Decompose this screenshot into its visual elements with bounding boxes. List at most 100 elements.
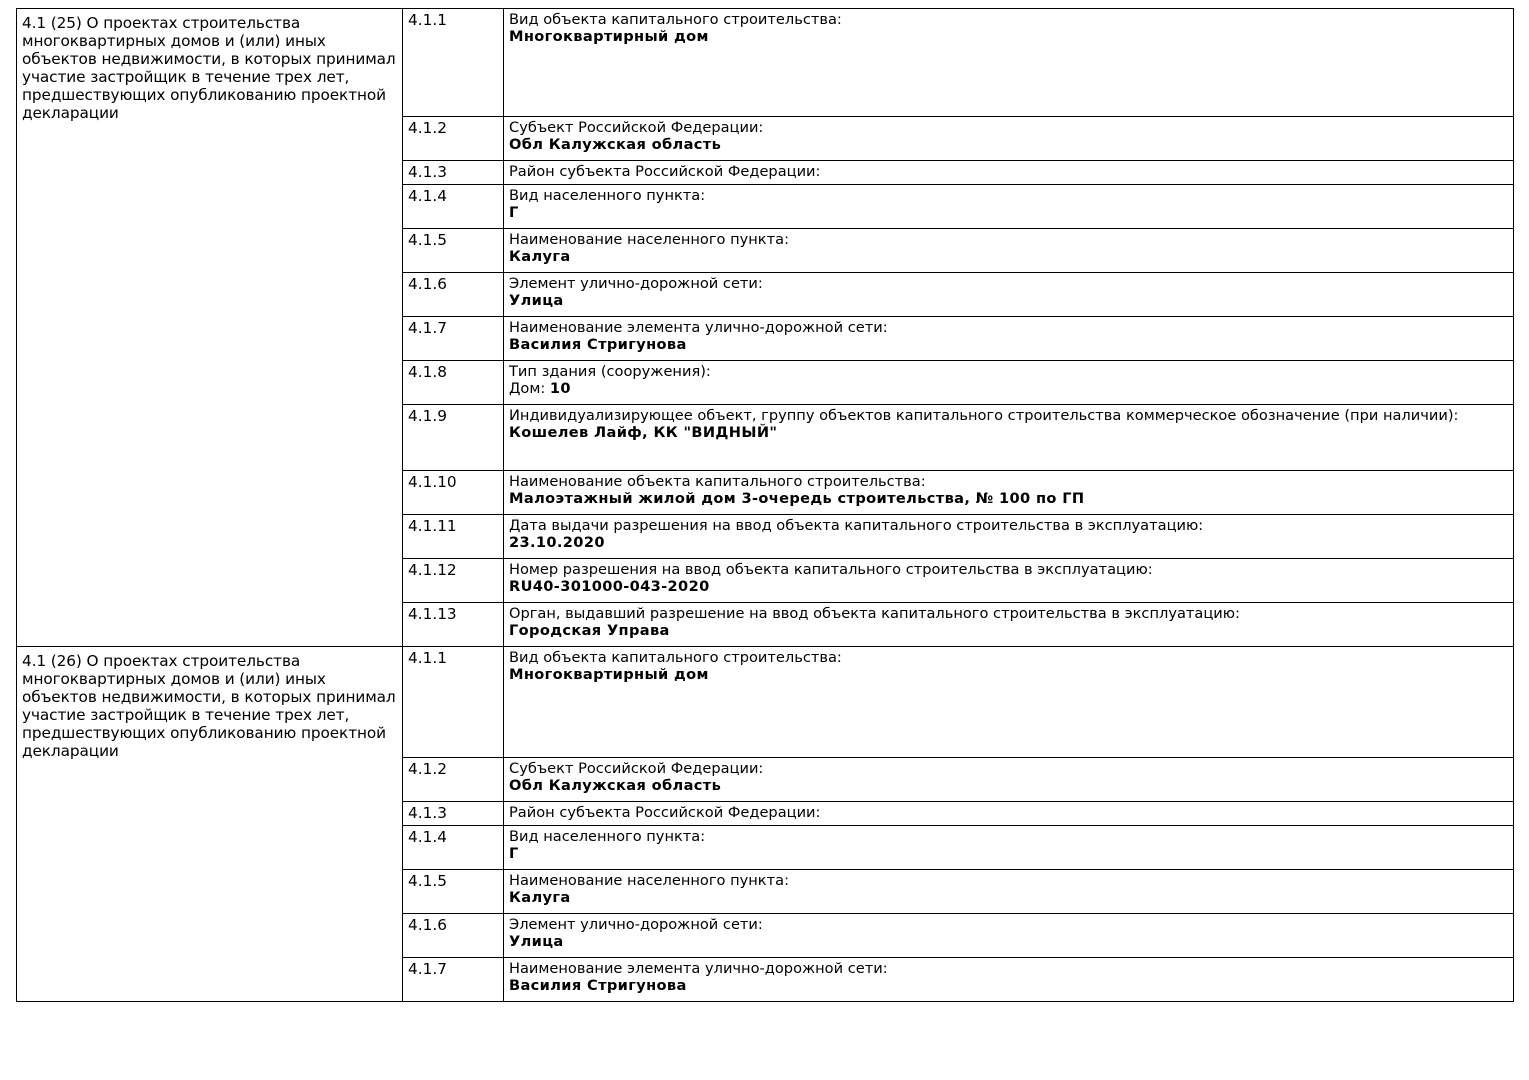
row-body: Субъект Российской Федерации: Обл Калужс…: [503, 757, 1514, 803]
row-code: 4.1.13: [402, 602, 504, 648]
row-code: 4.1.12: [402, 558, 504, 604]
row-value: Кошелев Лайф, КК "ВИДНЫЙ": [509, 424, 778, 442]
row-body: Район субъекта Российской Федерации:: [503, 801, 1514, 827]
row-label: Наименование населенного пункта:: [509, 231, 789, 249]
row-value: 23.10.2020: [509, 534, 605, 552]
row-code: 4.1.4: [402, 184, 504, 230]
row-body: Наименование объекта капитального строит…: [503, 470, 1514, 516]
table-row: 4.1.3 Район субъекта Российской Федераци…: [17, 801, 1514, 827]
row-label: Индивидуализирующее объект, группу объек…: [509, 407, 1459, 425]
row-code: 4.1.1: [402, 8, 504, 117]
row-code: 4.1.5: [402, 869, 504, 915]
row-code: 4.1.7: [402, 957, 504, 1003]
row-body: Вид населенного пункта: Г: [503, 825, 1514, 871]
table-row: 4.1.2 Субъект Российской Федерации: Обл …: [17, 116, 1514, 161]
table-row: 4.1.7 Наименование элемента улично-дорож…: [17, 316, 1514, 362]
row-value: Василия Стригунова: [509, 336, 687, 354]
row-body: Индивидуализирующее объект, группу объек…: [503, 404, 1514, 472]
row-label: Район субъекта Российской Федерации:: [509, 163, 821, 180]
table-row: 4.1.9 Индивидуализирующее объект, группу…: [17, 404, 1514, 472]
row-value: Обл Калужская область: [509, 136, 722, 154]
row-value: Многоквартирный дом: [509, 28, 709, 46]
row-body: Орган, выдавший разрешение на ввод объек…: [503, 602, 1514, 648]
row-label: Номер разрешения на ввод объекта капитал…: [509, 561, 1153, 579]
row-label: Субъект Российской Федерации:: [509, 119, 764, 136]
section-heading-text: 4.1 (25) О проектах строительства многок…: [22, 14, 396, 123]
row-label: Вид объекта капитального строительства:: [509, 649, 842, 667]
row-label: Вид объекта капитального строительства:: [509, 11, 842, 28]
row-label: Субъект Российской Федерации:: [509, 760, 764, 778]
table-row: 4.1.13 Орган, выдавший разрешение на вво…: [17, 602, 1514, 648]
table-row: 4.1.11 Дата выдачи разрешения на ввод об…: [17, 514, 1514, 560]
section-heading-cell: 4.1 (25) О проектах строительства многок…: [16, 7, 403, 648]
row-code: 4.1.2: [402, 757, 504, 803]
row-body: Тип здания (сооружения): Дом: 10: [503, 360, 1514, 406]
row-code: 4.1.9: [402, 404, 504, 472]
row-value: Городская Управа: [509, 622, 670, 640]
table-row: 4.1 (26) О проектах строительства многок…: [16, 646, 1514, 1003]
row-code: 4.1.4: [402, 825, 504, 871]
row-body: Наименование элемента улично-дорожной се…: [503, 957, 1514, 1003]
row-body: Район субъекта Российской Федерации:: [503, 159, 1514, 186]
row-label: Наименование элемента улично-дорожной се…: [509, 319, 888, 337]
row-label: Наименование населенного пункта:: [509, 872, 789, 890]
row-label: Элемент улично-дорожной сети:: [509, 916, 763, 934]
row-code: 4.1.2: [402, 116, 504, 161]
row-code: 4.1.6: [402, 913, 504, 959]
row-label: Вид населенного пункта:: [509, 828, 706, 846]
row-label: Тип здания (сооружения):: [509, 363, 711, 381]
table-row: 4.1.7 Наименование элемента улично-дорож…: [17, 957, 1514, 1003]
row-label: Дата выдачи разрешения на ввод объекта к…: [509, 517, 1204, 535]
table-row: 4.1.2 Субъект Российской Федерации: Обл …: [17, 757, 1514, 803]
row-label: Наименование элемента улично-дорожной се…: [509, 960, 888, 978]
row-value: Многоквартирный дом: [509, 666, 709, 684]
row-label: Орган, выдавший разрешение на ввод объек…: [509, 605, 1240, 623]
row-value-bold: 10: [549, 380, 571, 398]
row-code: 4.1.3: [402, 159, 504, 186]
table-row: 4.1.6 Элемент улично-дорожной сети: Улиц…: [17, 913, 1514, 959]
table-row: 4.1.5 Наименование населенного пункта: К…: [17, 869, 1514, 915]
table-row: 4.1.6 Элемент улично-дорожной сети: Улиц…: [17, 272, 1514, 318]
row-value: RU40-301000-043-2020: [509, 578, 710, 596]
row-label: Элемент улично-дорожной сети:: [509, 275, 763, 293]
row-label: Наименование объекта капитального строит…: [509, 473, 926, 491]
declaration-table: 4.1 (25) О проектах строительства многок…: [16, 7, 1514, 1003]
row-code: 4.1.5: [402, 228, 504, 274]
row-value: Обл Калужская область: [509, 777, 722, 795]
row-value-prefix: Дом:: [509, 380, 550, 398]
row-label: Вид населенного пункта:: [509, 187, 706, 205]
row-body: Наименование населенного пункта: Калуга: [503, 228, 1514, 274]
row-value: Улица: [509, 933, 564, 951]
row-body: Номер разрешения на ввод объекта капитал…: [503, 558, 1514, 604]
row-body: Элемент улично-дорожной сети: Улица: [503, 272, 1514, 318]
row-value: Калуга: [509, 248, 571, 266]
row-value: Калуга: [509, 889, 571, 907]
table-row: 4.1.10 Наименование объекта капитального…: [17, 470, 1514, 516]
row-body: Вид объекта капитального строительства: …: [503, 8, 1514, 117]
row-body: Вид населенного пункта: Г: [503, 184, 1514, 230]
row-body: Наименование элемента улично-дорожной се…: [503, 316, 1514, 362]
row-label: Район субъекта Российской Федерации:: [509, 804, 821, 822]
row-code: 4.1.1: [402, 646, 504, 759]
row-body: Наименование населенного пункта: Калуга: [503, 869, 1514, 915]
row-value: Г: [509, 204, 519, 222]
row-code: 4.1.7: [402, 316, 504, 362]
row-body: Субъект Российской Федерации: Обл Калужс…: [503, 116, 1514, 161]
row-code: 4.1.11: [402, 514, 504, 560]
section-heading-cell: 4.1 (26) О проектах строительства многок…: [16, 646, 403, 1003]
row-body: Дата выдачи разрешения на ввод объекта к…: [503, 514, 1514, 560]
table-row: 4.1.8 Тип здания (сооружения): Дом: 10: [17, 360, 1514, 406]
row-value: Василия Стригунова: [509, 977, 687, 995]
row-code: 4.1.6: [402, 272, 504, 318]
section-heading-text: 4.1 (26) О проектах строительства многок…: [22, 652, 396, 761]
row-body: Элемент улично-дорожной сети: Улица: [503, 913, 1514, 959]
row-value: Улица: [509, 292, 564, 310]
row-body: Вид объекта капитального строительства: …: [503, 646, 1514, 759]
row-code: 4.1.8: [402, 360, 504, 406]
row-value: Дом: 10: [509, 380, 1508, 397]
row-code: 4.1.3: [402, 801, 504, 827]
table-row: 4.1 (25) О проектах строительства многок…: [16, 7, 1514, 648]
row-value: Г: [509, 845, 519, 863]
table-row: 4.1.3 Район субъекта Российской Федераци…: [17, 159, 1514, 186]
